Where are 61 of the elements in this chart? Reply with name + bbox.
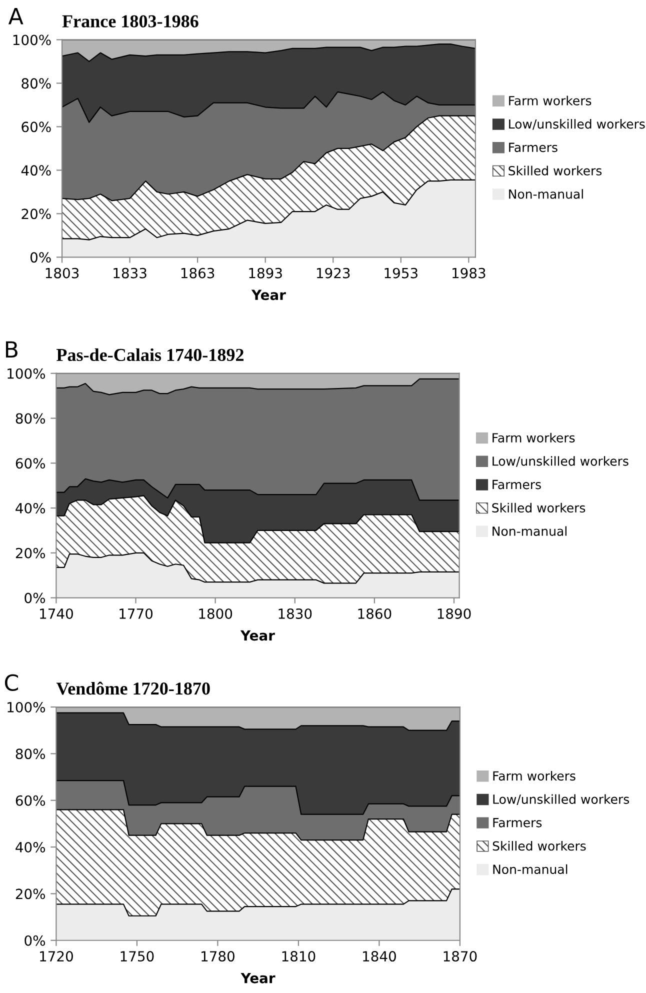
y-tick-label: 100% — [13, 34, 51, 46]
x-tick-label: 1780 — [202, 951, 234, 962]
legend-label: Skilled workers — [508, 166, 602, 176]
y-tick-label: 40% — [21, 165, 51, 176]
chart-title: France 1803-1986 — [62, 15, 198, 28]
y-tick-label: 100% — [8, 702, 46, 712]
y-tick-label: 0% — [24, 592, 46, 604]
x-tick-label: 1953 — [384, 268, 418, 278]
y-tick-label: 60% — [16, 458, 46, 469]
text: B — [6, 341, 18, 358]
x-tick-label: 1983 — [452, 268, 486, 278]
legend-label: Non-manual — [509, 189, 583, 199]
legend-label: Low/unskilled workers — [492, 456, 628, 467]
y-tick-label: 20% — [16, 548, 46, 558]
y-tick-label: 100% — [8, 368, 46, 379]
text: A — [8, 8, 24, 24]
x-tick-label: 1890 — [438, 608, 471, 619]
x-tick-label: 1840 — [363, 951, 396, 962]
y-tick-label: 40% — [16, 502, 46, 514]
legend-label: Non-manual — [492, 526, 566, 536]
legend-label: Farmers — [509, 142, 558, 152]
x-tick-label: 1830 — [278, 608, 312, 619]
y-tick-label: 0% — [24, 935, 46, 946]
x-tick-label: 1810 — [282, 951, 316, 962]
y-tick-label: 60% — [22, 122, 51, 132]
x-axis-title: Year — [240, 630, 275, 641]
x-tick-label: 1800 — [199, 608, 232, 619]
x-tick-label: 1720 — [40, 951, 73, 962]
x-tick-label: 1740 — [40, 608, 73, 619]
legend-label: Farm workers — [493, 770, 576, 781]
x-tick-label: 1750 — [120, 951, 154, 962]
x-tick-label: 1870 — [444, 951, 477, 962]
x-tick-label: 1860 — [358, 608, 392, 619]
x-tick-label: 1893 — [249, 268, 282, 278]
legend-label: Farmers — [492, 480, 541, 490]
legend-label: Skilled workers — [492, 502, 586, 513]
x-axis-title: Year — [240, 972, 276, 984]
x-axis-title: Year — [251, 290, 286, 300]
legend-label: Farmers — [493, 818, 542, 828]
y-tick-label: 80% — [16, 748, 46, 760]
legend-label: Skilled workers — [492, 840, 586, 851]
y-tick-label: 20% — [16, 888, 46, 900]
legend-label: Low/unskilled workers — [509, 119, 645, 130]
chart-title: Pas-de-Calais 1740-1892 — [56, 348, 244, 362]
y-tick-label: 0% — [30, 252, 51, 263]
x-tick-label: 1863 — [181, 268, 214, 278]
text: C — [4, 674, 18, 692]
legend-label: Non-manual — [493, 864, 568, 874]
y-tick-label: 80% — [22, 78, 51, 89]
y-tick-label: 60% — [16, 795, 46, 806]
x-tick-label: 1803 — [46, 268, 79, 278]
legend-label: Farm workers — [509, 96, 592, 106]
x-tick-label: 1923 — [316, 268, 350, 278]
x-tick-label: 1833 — [114, 268, 146, 278]
y-tick-label: 20% — [22, 208, 51, 220]
chart-title: Vendôme 1720-1870 — [56, 682, 210, 695]
x-tick-label: 1770 — [120, 608, 153, 619]
legend-label: Low/unskilled workers — [493, 794, 630, 805]
y-tick-label: 40% — [16, 842, 46, 853]
y-tick-label: 80% — [16, 413, 46, 424]
legend-label: Farm workers — [492, 432, 575, 443]
